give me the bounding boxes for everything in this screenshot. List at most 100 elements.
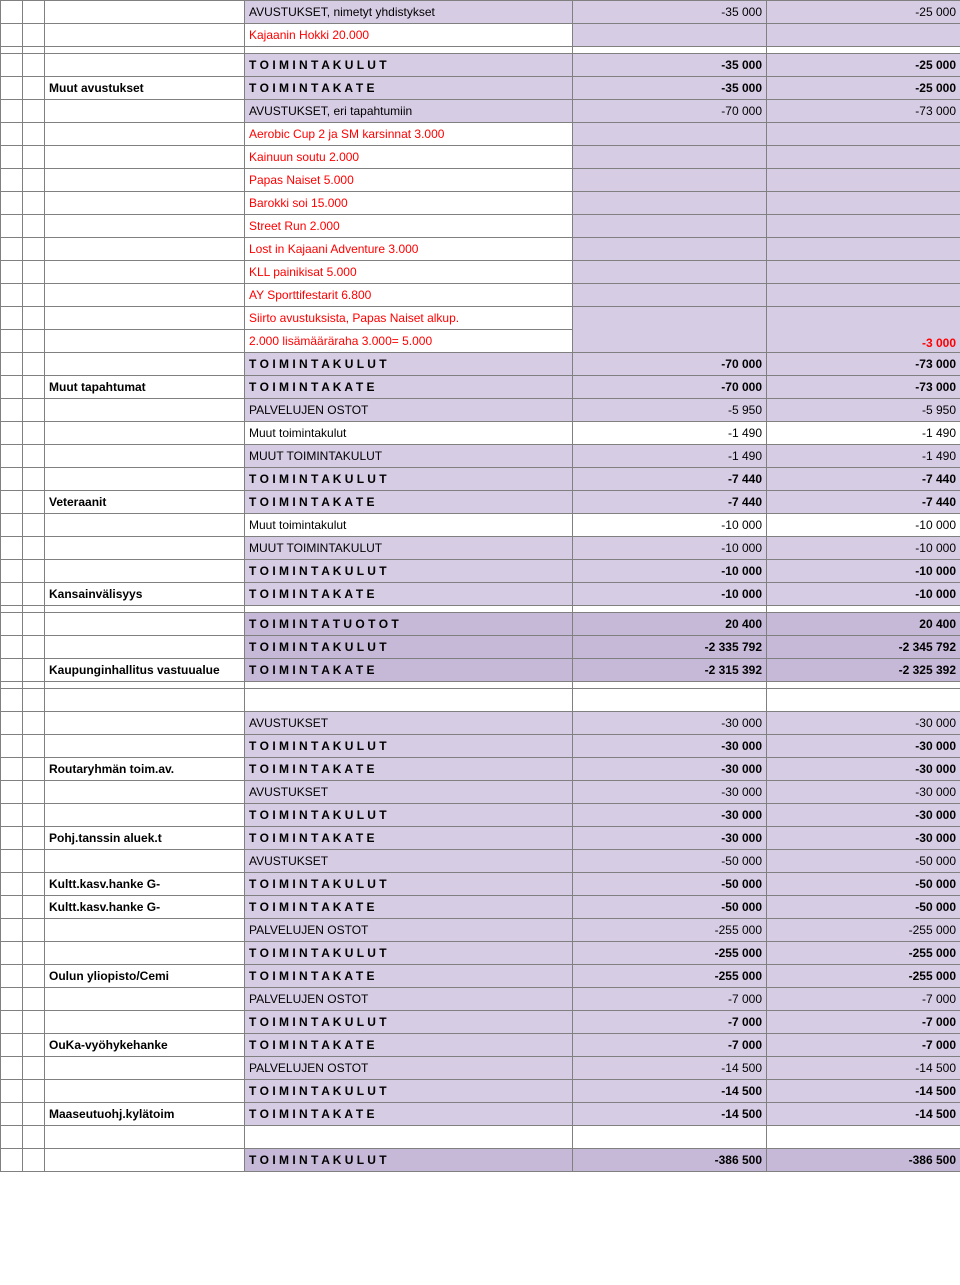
table-row: T O I M I N T A K U L U T-35 000-25 000 (1, 54, 960, 77)
amount-cell-1: -7 000 (573, 1011, 767, 1034)
pad-cell (23, 1080, 45, 1103)
description-cell: T O I M I N T A K A T E (245, 1103, 573, 1126)
row-label (45, 192, 245, 215)
table-row (1, 1126, 960, 1149)
description-cell: T O I M I N T A K U L U T (245, 1011, 573, 1034)
pad-cell (23, 192, 45, 215)
pad-cell (23, 422, 45, 445)
amount-cell-2 (767, 192, 960, 215)
pad-cell (1, 261, 23, 284)
pad-cell (23, 1, 45, 24)
pad-cell (23, 1034, 45, 1057)
table-row: PALVELUJEN OSTOT-5 950-5 950 (1, 399, 960, 422)
spacer-cell (23, 682, 45, 689)
empty-cell (245, 1126, 573, 1149)
pad-cell (1, 100, 23, 123)
amount-cell-2: -7 440 (767, 468, 960, 491)
table-row: T O I M I N T A K U L U T-14 500-14 500 (1, 1080, 960, 1103)
table-row: Kainuun soutu 2.000 (1, 146, 960, 169)
description-cell: KLL painikisat 5.000 (245, 261, 573, 284)
amount-cell-2: -3 000 (767, 307, 960, 353)
row-label (45, 169, 245, 192)
description-cell: T O I M I N T A K A T E (245, 1034, 573, 1057)
description-cell: 2.000 lisämääräraha 3.000= 5.000 (245, 330, 573, 353)
amount-cell-1: -2 315 392 (573, 659, 767, 682)
description-cell: PALVELUJEN OSTOT (245, 1057, 573, 1080)
spacer-cell (767, 682, 960, 689)
description-cell: AVUSTUKSET, eri tapahtumiin (245, 100, 573, 123)
amount-cell-1: -10 000 (573, 560, 767, 583)
spacer-cell (23, 47, 45, 54)
spacer-cell (573, 47, 767, 54)
amount-cell-2: -7 000 (767, 1011, 960, 1034)
pad-cell (1, 54, 23, 77)
row-label (45, 422, 245, 445)
row-label (45, 537, 245, 560)
table-row: Maaseutuohj.kylätoimT O I M I N T A K A … (1, 1103, 960, 1126)
pad-cell (23, 514, 45, 537)
description-cell: AVUSTUKSET (245, 781, 573, 804)
pad-cell (23, 919, 45, 942)
pad-cell (1, 307, 23, 330)
pad-cell (23, 1057, 45, 1080)
pad-cell (1, 850, 23, 873)
row-label (45, 24, 245, 47)
description-cell: PALVELUJEN OSTOT (245, 988, 573, 1011)
row-label (45, 261, 245, 284)
description-cell: MUUT TOIMINTAKULUT (245, 537, 573, 560)
amount-cell-1 (573, 24, 767, 47)
description-cell: AVUSTUKSET (245, 850, 573, 873)
pad-cell (1, 942, 23, 965)
amount-cell-1: -7 440 (573, 468, 767, 491)
description-cell: T O I M I N T A K U L U T (245, 636, 573, 659)
amount-cell-1: -255 000 (573, 942, 767, 965)
description-cell: T O I M I N T A K U L U T (245, 1080, 573, 1103)
pad-cell (1, 353, 23, 376)
table-row: Muut tapahtumatT O I M I N T A K A T E-7… (1, 376, 960, 399)
pad-cell (23, 712, 45, 735)
pad-cell (1, 468, 23, 491)
description-cell: Papas Naiset 5.000 (245, 169, 573, 192)
pad-cell (1, 896, 23, 919)
description-cell: T O I M I N T A K U L U T (245, 942, 573, 965)
row-label (45, 238, 245, 261)
spacer-cell (45, 682, 245, 689)
description-cell: T O I M I N T A K A T E (245, 896, 573, 919)
pad-cell (1, 422, 23, 445)
description-cell: T O I M I N T A K U L U T (245, 54, 573, 77)
empty-cell (23, 689, 45, 712)
empty-cell (245, 689, 573, 712)
pad-cell (1, 169, 23, 192)
amount-cell-2: -25 000 (767, 77, 960, 100)
table-row: Kultt.kasv.hanke G-T O I M I N T A K A T… (1, 896, 960, 919)
pad-cell (23, 1103, 45, 1126)
description-cell: T O I M I N T A K A T E (245, 583, 573, 606)
pad-cell (23, 636, 45, 659)
pad-cell (23, 1011, 45, 1034)
pad-cell (23, 54, 45, 77)
row-label (45, 804, 245, 827)
description-cell: Lost in Kajaani Adventure 3.000 (245, 238, 573, 261)
pad-cell (1, 1034, 23, 1057)
table-row: T O I M I N T A T U O T O T20 40020 400 (1, 613, 960, 636)
amount-cell-1: -14 500 (573, 1080, 767, 1103)
description-cell: Street Run 2.000 (245, 215, 573, 238)
pad-cell (23, 468, 45, 491)
description-cell: MUUT TOIMINTAKULUT (245, 445, 573, 468)
amount-cell-1: -10 000 (573, 583, 767, 606)
amount-cell-1: -7 000 (573, 1034, 767, 1057)
pad-cell (23, 659, 45, 682)
spacer-cell (23, 606, 45, 613)
amount-cell-1: -2 335 792 (573, 636, 767, 659)
pad-cell (1, 965, 23, 988)
empty-cell (573, 1126, 767, 1149)
amount-cell-2: -30 000 (767, 827, 960, 850)
table-row: AY Sporttifestarit 6.800 (1, 284, 960, 307)
table-row: AVUSTUKSET-30 000-30 000 (1, 712, 960, 735)
amount-cell-2 (767, 24, 960, 47)
pad-cell (23, 583, 45, 606)
row-label (45, 399, 245, 422)
row-label (45, 445, 245, 468)
row-label (45, 100, 245, 123)
pad-cell (23, 850, 45, 873)
